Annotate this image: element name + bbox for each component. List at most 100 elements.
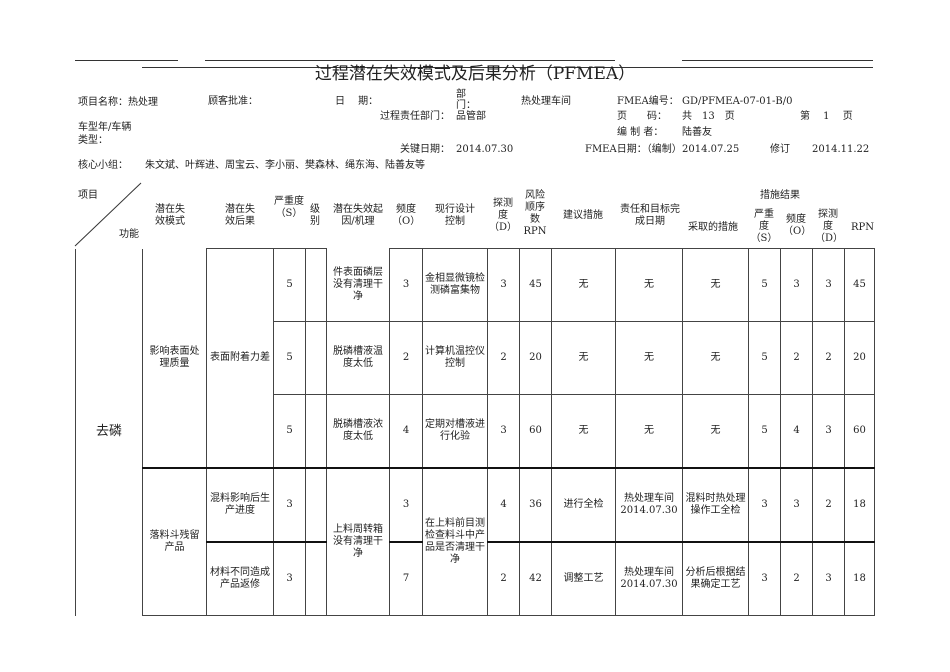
header-effect: 潜在失效后果 (225, 204, 255, 227)
dept-label: 部门： (456, 89, 476, 111)
recommended-cell: 无 (551, 394, 616, 469)
header-rpn: 风险顺序数RPN (523, 190, 547, 237)
responsibility-cell: 热处理车间2014.07.30 (615, 467, 683, 543)
function-cell: 去磷 (75, 248, 143, 616)
severity-cell: 3 (273, 541, 306, 616)
date-label: 日 期： (335, 96, 379, 107)
header-results: 措施结果 (760, 190, 800, 201)
header-failure-mode: 潜在失效模式 (155, 204, 185, 227)
prepared-by-label: 编 制 者： (617, 127, 664, 138)
actions-taken-cell: 分析后根据结果确定工艺 (682, 541, 749, 616)
revision-value: 2014.11.22 (812, 144, 870, 155)
table-row: 5 脱磷槽液温度太低 2 计算机温控仪控制 2 20 无 无 无 5 2 2 2… (76, 321, 875, 395)
rpn-cell: 42 (519, 541, 552, 616)
r-occurrence-cell: 2 (780, 321, 813, 395)
effect-cell: 混料影响后生产进度 (206, 467, 274, 543)
detection-cell: 3 (487, 394, 520, 469)
fmea-date-value: 2014.07.25 (682, 144, 740, 155)
header-r-occurrence: 频度（O） (783, 214, 812, 237)
r-rpn-cell: 18 (844, 467, 875, 543)
r-rpn-cell: 45 (844, 248, 875, 322)
divider (205, 60, 615, 61)
table-row: 材料不同造成产品返修 3 7 2 42 调整工艺 热处理车间2014.07.30… (76, 541, 875, 616)
revision-label: 修订 (770, 144, 790, 155)
occurrence-cell: 4 (389, 394, 423, 469)
divider (142, 67, 873, 68)
responsibility-cell: 无 (615, 248, 683, 322)
detection-cell: 2 (487, 321, 520, 395)
responsibility-cell: 无 (615, 394, 683, 469)
diagonal-divider (74, 182, 142, 247)
header-r-rpn: RPN (851, 222, 875, 233)
failure-mode-cell: 落料斗残留产品 (142, 467, 207, 616)
header-function: 功能 (119, 229, 139, 240)
divider (75, 60, 178, 61)
r-detection-cell: 3 (812, 394, 845, 469)
header-responsibility: 责任和目标完成日期 (620, 204, 680, 227)
effect-cell: 表面附着力差 (206, 248, 274, 469)
actions-taken-cell: 无 (682, 321, 749, 395)
recommended-cell: 进行全检 (551, 467, 616, 543)
r-severity-cell: 5 (748, 248, 781, 322)
r-detection-cell: 3 (812, 248, 845, 322)
control-cell: 计算机温控仪控制 (422, 321, 488, 395)
team-label: 核心小组： (78, 160, 128, 171)
detection-cell: 4 (487, 467, 520, 543)
responsibility-cell: 无 (615, 321, 683, 395)
header-actions-taken: 采取的措施 (688, 222, 738, 233)
header-r-detection: 探测度（D） (815, 209, 844, 244)
effect-cell: 材料不同造成产品返修 (206, 541, 274, 616)
cause-cell: 上料周转箱没有清理干净 (326, 467, 390, 616)
severity-cell: 3 (273, 467, 306, 543)
recommended-cell: 无 (551, 321, 616, 395)
prepared-by-value: 陆善友 (682, 127, 712, 138)
table-row: 落料斗残留产品 混料影响后生产进度 3 上料周转箱没有清理干净 3 在上料前目测… (76, 467, 875, 616)
class-cell (305, 248, 327, 322)
r-rpn-cell: 20 (844, 321, 875, 395)
r-occurrence-cell: 3 (780, 467, 813, 543)
project-label: 项目名称：热处理 (78, 97, 158, 108)
rpn-cell: 20 (519, 321, 552, 395)
divider (682, 60, 873, 61)
control-cell: 定期对槽液进行化验 (422, 394, 488, 469)
occurrence-cell: 2 (389, 321, 423, 395)
header-class: 级别 (310, 204, 320, 227)
r-occurrence-cell: 4 (780, 394, 813, 469)
rpn-cell: 60 (519, 394, 552, 469)
class-cell (305, 541, 327, 616)
failure-mode-cell: 影响表面处理质量 (142, 248, 207, 469)
recommended-cell: 调整工艺 (551, 541, 616, 616)
r-detection-cell: 3 (812, 541, 845, 616)
severity-cell: 5 (273, 321, 306, 395)
actions-taken-cell: 无 (682, 394, 749, 469)
fmea-no-label: FMEA编号： (617, 96, 679, 107)
r-rpn-cell: 18 (844, 541, 875, 616)
actions-taken-cell: 无 (682, 248, 749, 322)
class-cell (305, 321, 327, 395)
page-total: 共 13 页 (682, 111, 735, 122)
r-severity-cell: 3 (748, 541, 781, 616)
class-cell (305, 394, 327, 469)
pfmea-table: 去磷 影响表面处理质量 表面附着力差 5 件表面磷层没有清理干净 3 金相显微镜… (75, 248, 875, 616)
r-severity-cell: 3 (748, 467, 781, 543)
key-date-value: 2014.07.30 (456, 144, 514, 155)
r-occurrence-cell: 2 (780, 541, 813, 616)
r-occurrence-cell: 3 (780, 248, 813, 322)
rpn-cell: 36 (519, 467, 552, 543)
header-cause: 潜在失效起因/机理 (333, 204, 383, 227)
customer-approval-label: 顾客批准： (208, 96, 258, 107)
responsibility-cell: 热处理车间2014.07.30 (615, 541, 683, 616)
page-label: 页 码： (617, 111, 667, 122)
r-detection-cell: 2 (812, 321, 845, 395)
detection-cell: 3 (487, 248, 520, 322)
actions-taken-cell: 混料时热处理操作工全检 (682, 467, 749, 543)
occurrence-cell: 7 (389, 541, 423, 616)
header-recommended: 建议措施 (563, 210, 603, 221)
team-value: 朱文斌、叶辉进、周宝云、李小丽、樊森林、绳东海、陆善友等 (145, 160, 425, 171)
control-cell: 在上料前目测检查料斗中产品是否清理干净 (422, 467, 488, 616)
process-dept-label: 过程责任部门： (380, 111, 450, 122)
cause-cell: 件表面磷层没有清理干净 (326, 248, 390, 322)
vehicle-label: 车型年/车辆 (78, 122, 132, 133)
rpn-cell: 45 (519, 248, 552, 322)
severity-cell: 5 (273, 394, 306, 469)
